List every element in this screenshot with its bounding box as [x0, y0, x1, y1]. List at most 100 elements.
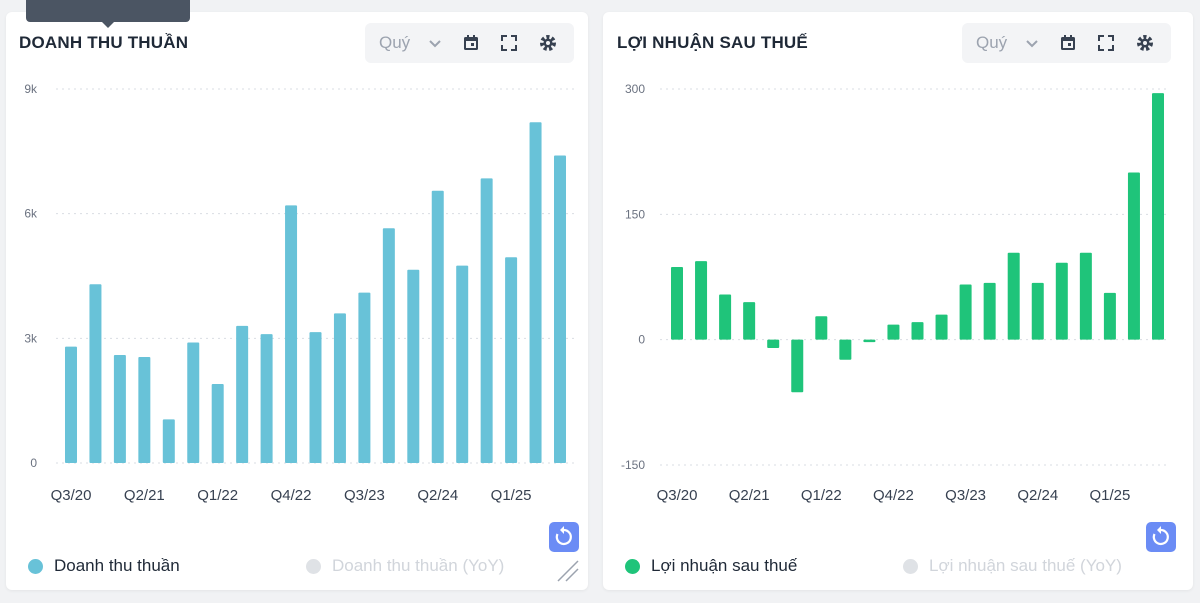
- chevron-down-icon[interactable]: [1022, 33, 1042, 53]
- revenue-bar-chart: 0 3k 6k 9k Q3/20 Q2/21 Q1/22 Q4/22 Q3/23 Q2/24 Q1/…: [24, 82, 578, 504]
- calendar-icon[interactable]: [461, 33, 481, 53]
- x-tick-label: Q2/24: [417, 487, 458, 504]
- y-tick-label: 6k: [24, 207, 38, 221]
- revenue-chart-card: DOANH THU THUẦN Quý 0 3k 6k 9k Q3/20 Q2/21 Q1/…: [6, 0, 588, 590]
- fullscreen-icon[interactable]: [499, 33, 519, 53]
- y-tick-label: 0: [638, 333, 645, 347]
- bar[interactable]: [187, 342, 200, 463]
- legend-dot: [306, 558, 321, 574]
- y-tick-label: 300: [625, 82, 645, 96]
- x-tick-label: Q1/25: [491, 487, 532, 504]
- bar[interactable]: [407, 269, 420, 463]
- gear-icon[interactable]: [1135, 33, 1155, 53]
- bar[interactable]: [554, 155, 566, 463]
- y-tick-label: 150: [625, 207, 645, 221]
- x-tick-label: Q4/22: [873, 487, 914, 504]
- y-tick-label: 3k: [24, 331, 38, 345]
- bar[interactable]: [1079, 252, 1092, 340]
- bar[interactable]: [113, 354, 126, 463]
- bar[interactable]: [236, 325, 249, 463]
- legend-dot: [903, 558, 918, 574]
- gear-icon[interactable]: [538, 33, 558, 53]
- bar[interactable]: [480, 178, 493, 463]
- bar[interactable]: [1007, 252, 1020, 340]
- x-tick-label: Q1/22: [801, 487, 842, 504]
- legend-label: Lợi nhuận sau thuế (YoY): [929, 556, 1122, 575]
- x-tick-label: Q1/22: [197, 487, 238, 504]
- bar[interactable]: [211, 384, 224, 463]
- bar[interactable]: [671, 266, 683, 340]
- fullscreen-icon[interactable]: [1096, 33, 1116, 53]
- x-tick-label: Q2/21: [124, 487, 165, 504]
- legend-label: Doanh thu thuần: [54, 556, 180, 575]
- profit-bar-chart: -150 0 150 300 Q3/20 Q2/21 Q1/22 Q4/22 Q3/23 Q2/2…: [621, 82, 1167, 504]
- bar[interactable]: [431, 190, 444, 464]
- bar[interactable]: [839, 339, 852, 360]
- bar[interactable]: [863, 339, 876, 343]
- chevron-down-icon[interactable]: [425, 33, 445, 53]
- bar[interactable]: [1127, 172, 1140, 340]
- reset-zoom-button[interactable]: [549, 522, 579, 552]
- y-tick-label: 9k: [24, 82, 38, 96]
- bar[interactable]: [65, 346, 77, 463]
- bar[interactable]: [1152, 93, 1164, 340]
- refresh-icon: [1152, 526, 1169, 546]
- resize-handle-icon[interactable]: [554, 557, 580, 583]
- y-tick-label: -150: [621, 458, 645, 472]
- bar[interactable]: [505, 257, 518, 463]
- bar[interactable]: [285, 205, 298, 463]
- bar[interactable]: [935, 314, 948, 340]
- legend-dot: [625, 558, 640, 574]
- legend-revenue[interactable]: Doanh thu thuần: [28, 556, 180, 576]
- bar[interactable]: [138, 357, 151, 463]
- bar[interactable]: [162, 419, 175, 463]
- bar[interactable]: [456, 265, 469, 463]
- bar[interactable]: [767, 339, 780, 349]
- bar[interactable]: [1103, 292, 1116, 340]
- bar[interactable]: [983, 282, 996, 340]
- bar[interactable]: [719, 294, 732, 340]
- bar[interactable]: [309, 332, 322, 463]
- calendar-icon[interactable]: [1058, 33, 1078, 53]
- chart-title: DOANH THU THUẦN: [19, 33, 189, 52]
- reset-zoom-button[interactable]: [1146, 522, 1176, 552]
- x-tick-label: Q3/20: [657, 487, 698, 504]
- bar[interactable]: [260, 334, 273, 463]
- bar[interactable]: [1055, 262, 1068, 340]
- bar[interactable]: [959, 284, 972, 340]
- bar[interactable]: [382, 228, 395, 463]
- bar[interactable]: [695, 261, 708, 340]
- bar[interactable]: [743, 302, 756, 340]
- bar[interactable]: [333, 313, 346, 463]
- legend-label: Doanh thu thuần (YoY): [332, 556, 505, 575]
- x-tick-label: Q3/23: [344, 487, 385, 504]
- tooltip-stub: [26, 0, 190, 28]
- chart-toolbar: Quý: [962, 23, 1171, 63]
- bar[interactable]: [815, 316, 828, 340]
- period-select[interactable]: Quý: [976, 33, 1008, 52]
- bar[interactable]: [358, 292, 371, 463]
- x-tick-label: Q3/20: [51, 487, 92, 504]
- x-tick-label: Q2/21: [729, 487, 770, 504]
- legend-dot: [28, 558, 43, 574]
- y-tick-label: 0: [30, 456, 37, 470]
- x-tick-label: Q3/23: [945, 487, 986, 504]
- chart-toolbar: Quý: [365, 23, 574, 63]
- bar[interactable]: [1031, 282, 1044, 340]
- bar[interactable]: [529, 122, 542, 463]
- refresh-icon: [555, 526, 572, 546]
- x-tick-label: Q4/22: [271, 487, 312, 504]
- bar[interactable]: [887, 324, 900, 340]
- legend-revenue-yoy[interactable]: Doanh thu thuần (YoY): [306, 556, 504, 576]
- legend-profit[interactable]: Lợi nhuận sau thuế: [625, 556, 797, 576]
- bar[interactable]: [791, 339, 804, 393]
- profit-chart-card: LỢI NHUẬN SAU THUẾ Quý -150 0 150 300 Q3/20 Q…: [603, 12, 1193, 590]
- chart-title: LỢI NHUẬN SAU THUẾ: [617, 33, 808, 52]
- x-tick-label: Q1/25: [1089, 487, 1130, 504]
- period-select[interactable]: Quý: [379, 33, 411, 52]
- x-tick-label: Q2/24: [1017, 487, 1058, 504]
- legend-label: Lợi nhuận sau thuế: [651, 556, 798, 575]
- legend-profit-yoy[interactable]: Lợi nhuận sau thuế (YoY): [903, 556, 1122, 576]
- bar[interactable]: [89, 284, 102, 463]
- bar[interactable]: [911, 322, 924, 340]
